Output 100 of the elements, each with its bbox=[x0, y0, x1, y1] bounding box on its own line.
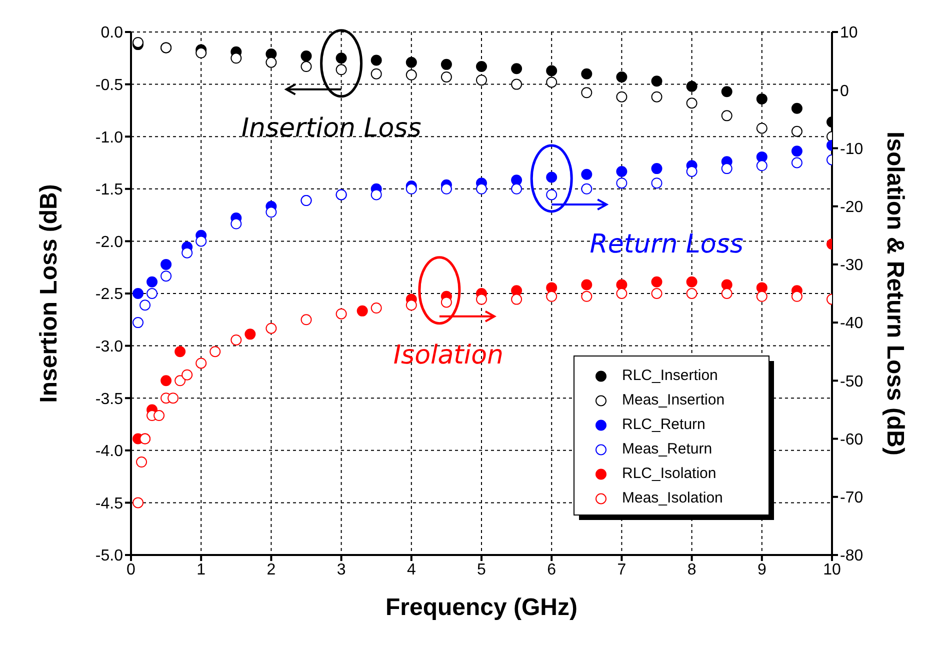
y2-tick-label: -70 bbox=[840, 490, 864, 507]
y-tick-label: -4.5 bbox=[95, 495, 124, 512]
x-tick-label: 2 bbox=[266, 561, 276, 578]
point bbox=[581, 87, 592, 98]
y2-tick-label: -10 bbox=[840, 140, 864, 158]
point bbox=[791, 102, 802, 114]
point bbox=[756, 93, 768, 104]
y-tick-label: -2.0 bbox=[95, 234, 124, 251]
y-tick-label: -3.5 bbox=[95, 390, 124, 408]
point bbox=[196, 47, 207, 58]
point bbox=[132, 497, 144, 508]
point bbox=[651, 276, 662, 288]
point bbox=[616, 178, 628, 189]
point bbox=[616, 71, 628, 82]
legend-label: RLC_Isolation bbox=[622, 465, 716, 482]
y2-tick-label: -20 bbox=[840, 199, 864, 216]
point bbox=[651, 163, 662, 174]
point bbox=[756, 151, 768, 162]
point bbox=[791, 126, 802, 137]
y-tick-label: -1.5 bbox=[95, 182, 124, 199]
point bbox=[244, 328, 256, 340]
point bbox=[230, 334, 242, 346]
x-tick-label: 10 bbox=[823, 561, 841, 578]
point bbox=[440, 296, 452, 308]
point bbox=[476, 74, 487, 86]
point bbox=[686, 98, 698, 109]
y-tick-label: 0.0 bbox=[100, 24, 124, 42]
point bbox=[146, 276, 158, 288]
point bbox=[266, 322, 277, 334]
point bbox=[132, 288, 144, 299]
point bbox=[300, 314, 312, 326]
point bbox=[791, 146, 802, 157]
point bbox=[160, 258, 172, 270]
point bbox=[581, 279, 592, 290]
point bbox=[406, 56, 417, 68]
y-tick-label: -2.5 bbox=[95, 286, 124, 304]
point bbox=[721, 110, 732, 122]
y-tick-label: -4.0 bbox=[95, 443, 124, 460]
point bbox=[756, 290, 768, 302]
point bbox=[440, 58, 452, 70]
x-tick-label: 5 bbox=[477, 561, 486, 578]
point bbox=[511, 174, 522, 186]
y-tick-label: -1.0 bbox=[95, 129, 124, 146]
y2-tick-label: -80 bbox=[840, 548, 864, 565]
point bbox=[686, 276, 698, 288]
y2-tick-label: -30 bbox=[840, 257, 864, 274]
y2-tick-label: 10 bbox=[840, 24, 858, 42]
point bbox=[168, 392, 179, 404]
point bbox=[230, 218, 242, 230]
point bbox=[476, 294, 487, 305]
y2-tick-label: -40 bbox=[840, 315, 864, 332]
point bbox=[756, 122, 768, 134]
point bbox=[196, 358, 207, 369]
point bbox=[210, 346, 221, 358]
point bbox=[546, 282, 558, 294]
point bbox=[174, 346, 186, 358]
point bbox=[160, 270, 172, 282]
point bbox=[406, 300, 417, 311]
annotation: Isolation bbox=[393, 340, 504, 370]
point bbox=[546, 172, 558, 183]
point bbox=[140, 300, 151, 311]
point bbox=[651, 91, 662, 102]
point bbox=[546, 290, 558, 302]
point bbox=[721, 288, 732, 299]
point bbox=[266, 56, 277, 68]
point bbox=[511, 183, 522, 194]
y-tick-label: -5.0 bbox=[95, 548, 124, 565]
legend-label: RLC_Insertion bbox=[622, 367, 718, 384]
point bbox=[581, 290, 592, 302]
point bbox=[616, 288, 628, 299]
point bbox=[370, 302, 382, 314]
point bbox=[581, 168, 592, 180]
point bbox=[511, 294, 522, 305]
point bbox=[476, 61, 487, 72]
point bbox=[336, 308, 347, 320]
point bbox=[721, 86, 732, 98]
point bbox=[406, 69, 417, 80]
y2-axis-title: Isolation & Return Loss (dB) bbox=[881, 132, 908, 456]
point bbox=[336, 52, 347, 64]
y2-tick-label: -50 bbox=[840, 373, 864, 390]
annotation: Return Loss bbox=[590, 230, 744, 260]
point bbox=[182, 369, 193, 380]
point bbox=[136, 456, 148, 468]
point bbox=[546, 65, 558, 76]
point bbox=[406, 183, 417, 194]
point bbox=[440, 183, 452, 194]
point bbox=[132, 317, 144, 328]
x-tick-label: 8 bbox=[687, 561, 696, 578]
point bbox=[686, 288, 698, 299]
x-tick-label: 3 bbox=[336, 561, 346, 578]
point bbox=[791, 157, 802, 168]
legend-label: Meas_Return bbox=[622, 440, 712, 458]
legend-label: Meas_Insertion bbox=[622, 392, 725, 409]
x-tick-label: 1 bbox=[196, 561, 206, 578]
y-tick-label: -3.0 bbox=[95, 338, 124, 356]
point bbox=[581, 183, 592, 194]
point bbox=[581, 68, 592, 80]
point bbox=[266, 206, 277, 218]
point bbox=[686, 80, 698, 92]
point bbox=[476, 183, 487, 194]
